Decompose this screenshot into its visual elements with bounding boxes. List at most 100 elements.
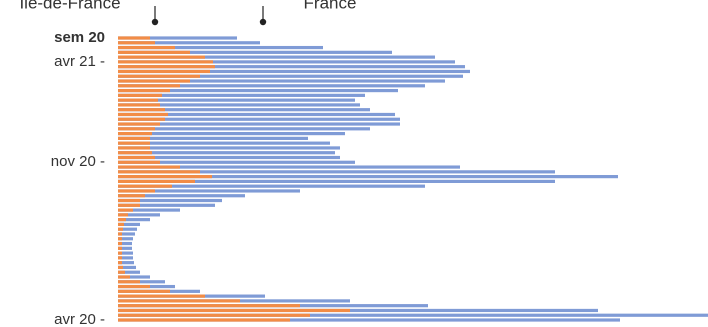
bar: [118, 246, 122, 250]
bar: [118, 184, 425, 188]
bar: [118, 170, 555, 174]
bar: [118, 261, 134, 265]
bar: [118, 132, 152, 136]
bar: [118, 98, 355, 102]
bar: [118, 179, 195, 183]
bar: [118, 308, 598, 313]
bar: [118, 227, 137, 231]
bar: [118, 270, 125, 274]
bar: [118, 318, 290, 322]
y-tick-label: sem 20: [54, 29, 105, 46]
bar: [118, 65, 215, 69]
bar: [118, 74, 200, 78]
bar: [118, 213, 128, 217]
y-tick-label: avr 21 -: [54, 53, 105, 70]
bar: [118, 155, 155, 160]
bar: [118, 280, 165, 284]
bar: [118, 93, 162, 97]
bar: [118, 222, 124, 227]
bar: [118, 79, 190, 83]
bar: [118, 203, 215, 207]
bar: [118, 108, 370, 112]
bar: [118, 60, 455, 64]
bar: [118, 227, 123, 231]
bar: [118, 194, 245, 198]
bar: [118, 165, 460, 169]
bar: [118, 155, 340, 160]
bar: [118, 45, 175, 50]
leader-dot: [259, 18, 267, 26]
bar: [118, 284, 150, 289]
bar: [118, 198, 140, 203]
bar: [118, 175, 618, 179]
bar: [118, 237, 133, 241]
bar: [118, 127, 370, 131]
bar: [118, 294, 205, 298]
bar: [118, 184, 172, 188]
bar: [118, 122, 160, 126]
bar: [118, 237, 122, 241]
bar: [118, 299, 240, 303]
bar: [118, 232, 135, 236]
leader-dot: [151, 18, 159, 26]
bar: [118, 112, 168, 117]
bar: [118, 84, 180, 88]
bar: [118, 218, 126, 222]
bar: [118, 203, 140, 207]
bar: [118, 88, 398, 93]
bar: [118, 50, 190, 54]
bar: [118, 108, 165, 112]
bar: [118, 261, 122, 265]
bar: [118, 313, 708, 317]
bar: [118, 194, 145, 198]
bar: [118, 41, 260, 45]
bar: [118, 304, 300, 308]
bar: [118, 36, 150, 40]
bar: [118, 270, 140, 274]
bar: [118, 175, 212, 179]
bar: [118, 265, 123, 270]
bar: [118, 60, 213, 64]
bar: [118, 65, 465, 69]
bar: [118, 69, 470, 74]
bar: [118, 251, 122, 255]
bar: [118, 84, 425, 88]
bar: [118, 189, 155, 193]
bar: [118, 241, 132, 246]
bar: [118, 246, 132, 250]
bar: [118, 117, 400, 121]
bar: [118, 117, 165, 121]
bar: [118, 141, 150, 145]
bar: [118, 179, 555, 183]
bar: [118, 280, 140, 284]
bar: [118, 127, 155, 131]
bar: [118, 112, 395, 117]
bar: [118, 103, 360, 107]
bar: [118, 146, 340, 150]
bar: [118, 151, 335, 155]
bar: [118, 132, 345, 136]
bar: [118, 189, 300, 193]
bar: [118, 241, 122, 246]
bar: [118, 165, 180, 169]
bar: [118, 55, 205, 59]
bar: [118, 170, 200, 174]
bar: [118, 160, 160, 164]
bar: [118, 45, 323, 50]
bar: [118, 198, 222, 203]
bar: [118, 55, 435, 59]
bar: [118, 160, 355, 164]
bar: [118, 289, 170, 293]
bar: [118, 222, 140, 227]
bar: [118, 103, 160, 107]
bar: [118, 122, 400, 126]
bar: [118, 146, 150, 150]
bar: [118, 141, 330, 145]
bar: [118, 79, 445, 83]
bar: [118, 318, 620, 322]
bar: [118, 265, 136, 270]
bar: [118, 50, 392, 54]
bar: [118, 98, 158, 102]
bar: [118, 208, 133, 212]
legend-label: France: [304, 0, 357, 12]
